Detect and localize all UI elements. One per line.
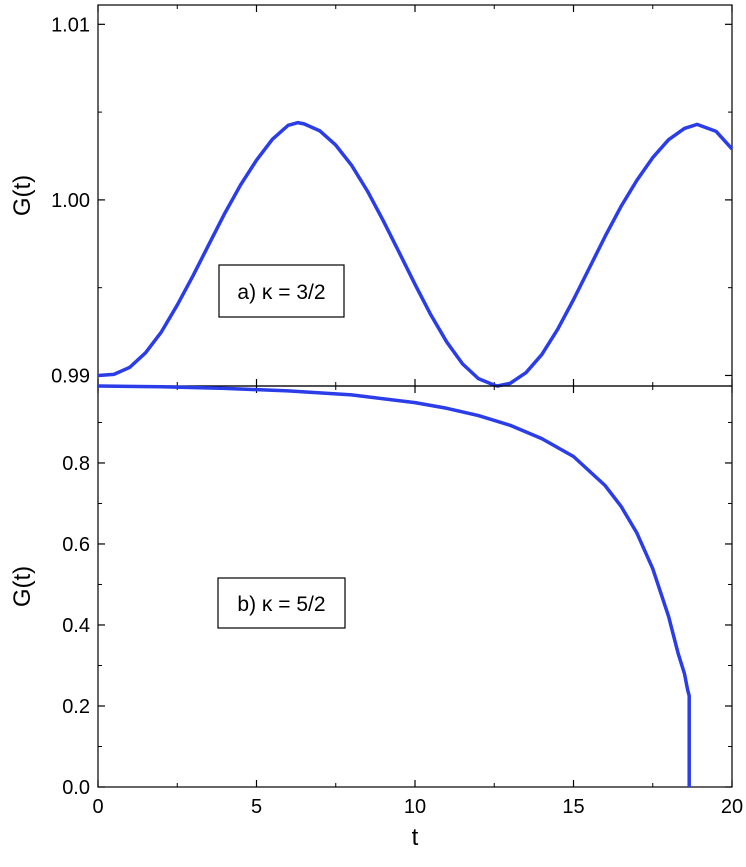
series-line <box>97 384 691 787</box>
x-tick-label: 20 <box>721 796 743 818</box>
plot-frame <box>97 4 733 387</box>
y-tick-label: 0.2 <box>62 696 90 718</box>
y-tick-label: 1.01 <box>51 14 90 36</box>
y-axis-title: G(t) <box>9 566 36 607</box>
y-tick-label: 1.00 <box>51 190 90 212</box>
annotation-label: b) κ = 5/2 <box>237 593 325 616</box>
y-axis-title: G(t) <box>9 175 36 216</box>
annotation-box <box>217 577 346 629</box>
panel-top-kappa-3-2: 0.99 1.00 1.01 G(t) a) κ = 3/2 <box>9 4 734 388</box>
y-tick-label: 0.4 <box>62 615 90 637</box>
x-tick-label: 10 <box>404 796 426 818</box>
y-tick-label: 0.6 <box>62 534 90 556</box>
x-tick-label: 5 <box>251 796 262 818</box>
plot-frame <box>97 385 733 788</box>
y-tick-label: 0.8 <box>62 453 90 475</box>
annotation-box <box>218 264 345 318</box>
y-tick-label: 0.0 <box>62 777 90 799</box>
panel-bottom-kappa-5-2: 0.0 0.2 0.4 0.6 0.8 0 5 10 15 20 G(t) t b) κ = 5/2 <box>9 384 743 851</box>
x-tick-label: 15 <box>562 796 584 818</box>
y-tick-label: 0.99 <box>51 365 90 387</box>
x-axis-title: t <box>412 824 419 851</box>
series-line <box>97 120 734 388</box>
x-tick-label: 0 <box>92 796 103 818</box>
annotation-label: a) κ = 3/2 <box>237 281 325 304</box>
